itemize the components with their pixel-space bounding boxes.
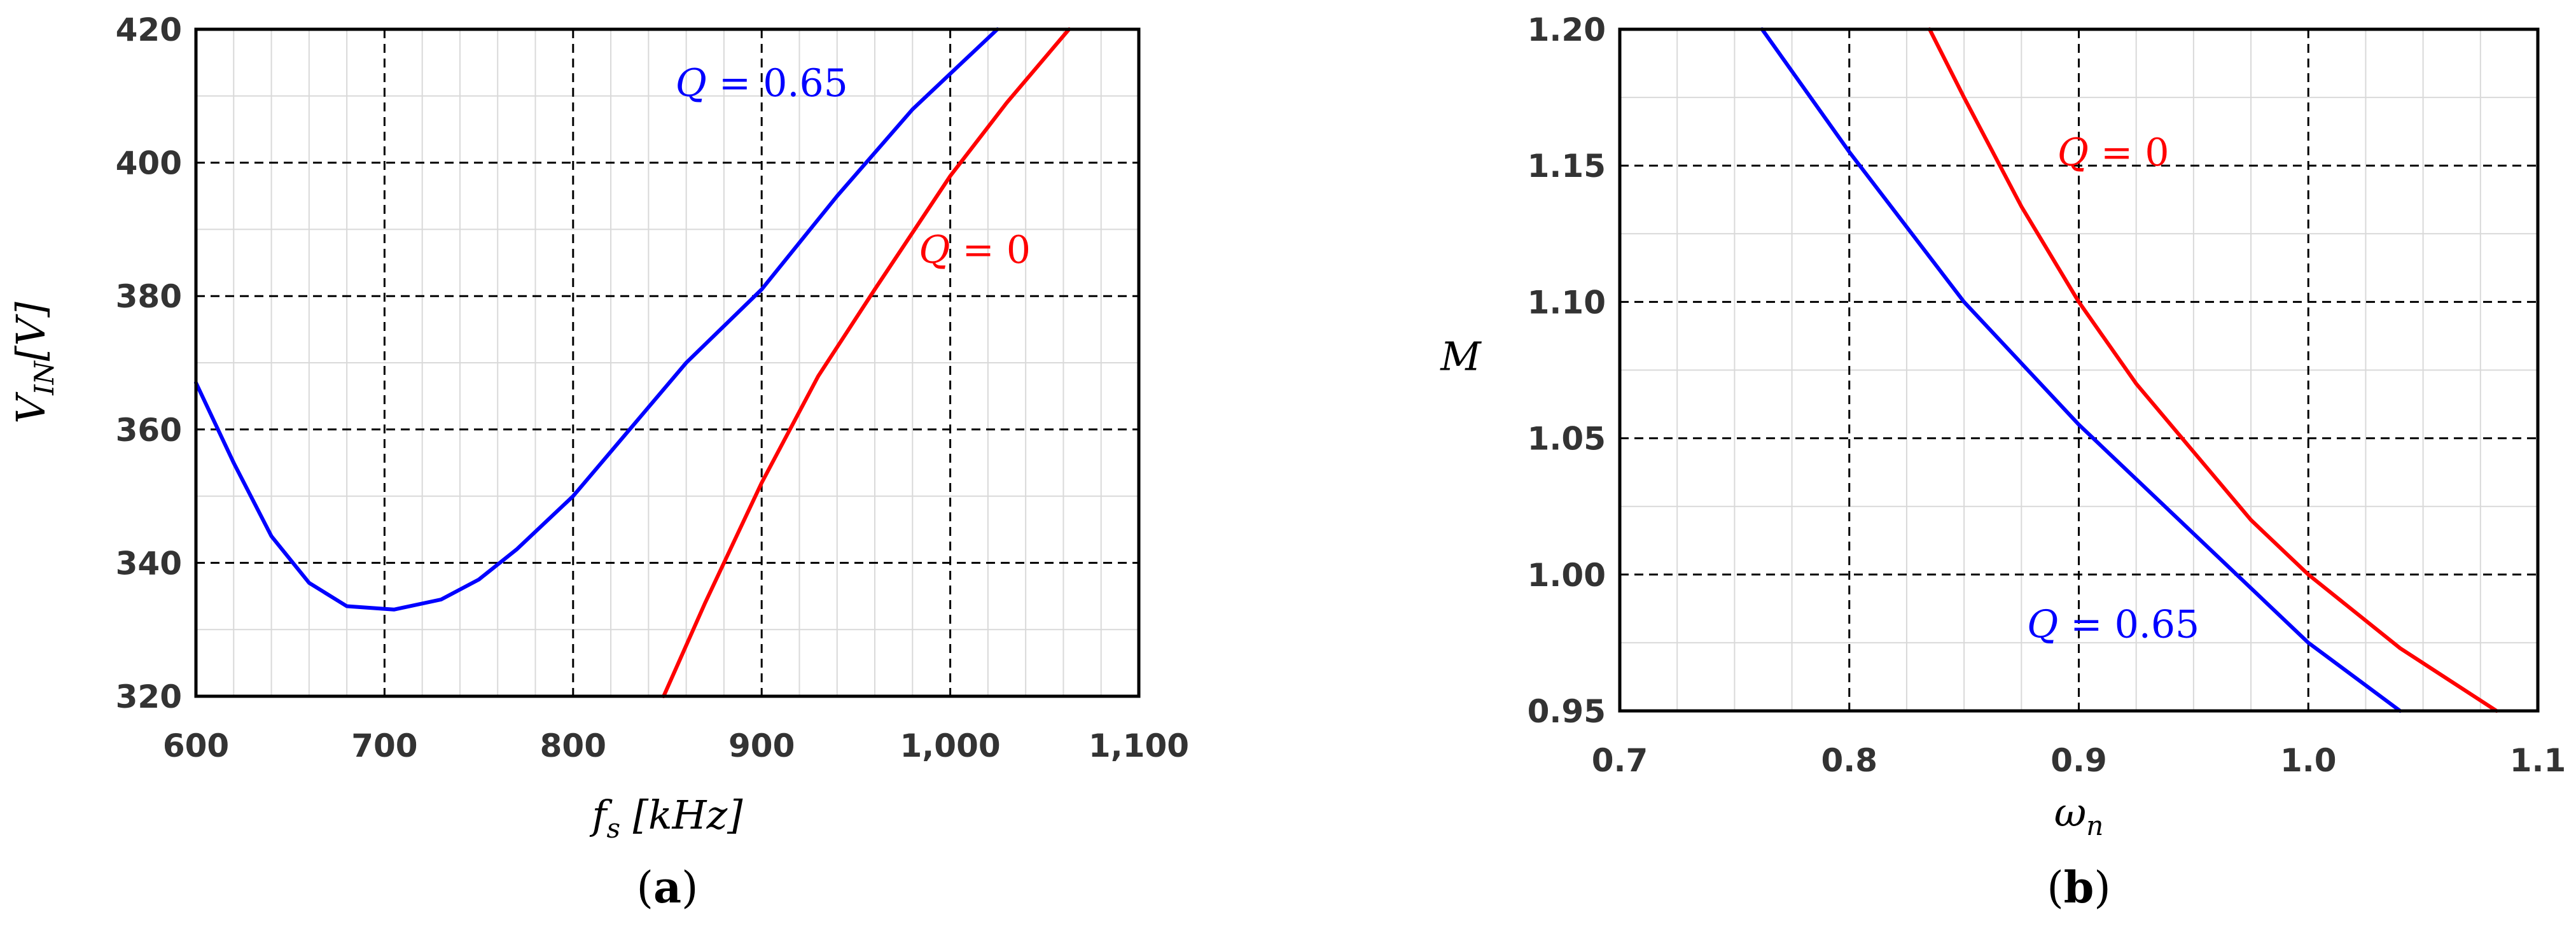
plot-frame bbox=[1618, 27, 2540, 713]
y-tick-label: 420 bbox=[116, 11, 182, 48]
y-tick-label: 320 bbox=[116, 678, 182, 715]
annotation-value: = 0.65 bbox=[707, 61, 848, 106]
x-axis-label: fs [kHz] bbox=[590, 792, 744, 844]
major-grid bbox=[196, 29, 1139, 696]
series-line-1 bbox=[1928, 27, 2499, 713]
y-tick-label: 1.20 bbox=[1528, 11, 1606, 48]
x-tick-label: 1.1 bbox=[2510, 742, 2566, 779]
annotation-q: Q bbox=[676, 61, 707, 106]
plot-frame bbox=[194, 27, 1141, 698]
series-annotation: Q = 0 bbox=[919, 228, 1031, 272]
x-tick-label: 900 bbox=[728, 727, 795, 764]
annotation-q: Q bbox=[919, 228, 950, 272]
x-tick-label: 600 bbox=[163, 727, 229, 764]
y-axis-label-main: V bbox=[8, 391, 54, 424]
y-tick-label: 400 bbox=[116, 145, 182, 182]
annotation-value: = 0.65 bbox=[2058, 602, 2199, 647]
y-tick-label: 380 bbox=[116, 278, 182, 315]
x-tick-label: 700 bbox=[351, 727, 417, 764]
y-tick-label: 0.95 bbox=[1528, 693, 1606, 730]
panel-label-letter: b bbox=[2064, 862, 2094, 913]
y-tick-label: 1.05 bbox=[1528, 421, 1606, 458]
series-line-1 bbox=[662, 27, 1071, 698]
series-line-0 bbox=[194, 27, 999, 612]
y-axis-label: VIN[V] bbox=[8, 302, 60, 424]
series-line-0 bbox=[1760, 27, 2402, 713]
panel-b: 0.7 0.8 0.9 1.0 1.1 0.95 1.00 1.05 1.10 1.15 1.20 ω… bbox=[1440, 11, 2566, 913]
y-axis-label-main: M bbox=[1440, 333, 1482, 380]
minor-grid bbox=[196, 29, 1139, 696]
x-axis-label-sub: s bbox=[607, 813, 621, 844]
x-axis-label-main: ω bbox=[2054, 789, 2087, 836]
y-tick-label: 1.10 bbox=[1528, 284, 1606, 321]
panel-label: (a) bbox=[636, 862, 698, 913]
x-tick-label: 0.8 bbox=[1821, 742, 1877, 779]
series-annotation: Q = 0.65 bbox=[2027, 602, 2199, 647]
y-axis-label-sub: IN bbox=[29, 360, 60, 396]
y-tick-label: 1.15 bbox=[1528, 148, 1606, 185]
x-tick-label: 800 bbox=[540, 727, 606, 764]
series-annotation: Q = 0.65 bbox=[676, 61, 848, 106]
panel-label-letter: a bbox=[653, 862, 681, 913]
annotation-value: = 0 bbox=[2089, 130, 2169, 175]
x-tick-label: 0.9 bbox=[2050, 742, 2107, 779]
x-axis-label-unit: [kHz] bbox=[620, 792, 743, 838]
annotation-q: Q bbox=[2057, 130, 2089, 175]
series-annotation: Q = 0 bbox=[2057, 130, 2169, 175]
annotation-q: Q bbox=[2027, 602, 2058, 647]
x-axis-label: ωn bbox=[2054, 789, 2104, 841]
y-axis-label: M bbox=[1440, 333, 1482, 380]
x-tick-label: 1,100 bbox=[1089, 727, 1189, 764]
y-tick-label: 360 bbox=[116, 412, 182, 449]
y-axis-label-unit: [V] bbox=[8, 302, 54, 361]
x-tick-label: 1.0 bbox=[2280, 742, 2337, 779]
y-tick-label: 340 bbox=[116, 545, 182, 582]
x-tick-label: 0.7 bbox=[1592, 742, 1648, 779]
panel-a: 600 700 800 900 1,000 1,100 320 340 360 380 400 420… bbox=[8, 11, 1189, 913]
panel-label: (b) bbox=[2047, 862, 2111, 913]
x-tick-label: 1,000 bbox=[900, 727, 1001, 764]
annotation-value: = 0 bbox=[950, 228, 1031, 272]
x-axis-label-sub: n bbox=[2086, 810, 2103, 841]
y-tick-label: 1.00 bbox=[1528, 557, 1606, 594]
